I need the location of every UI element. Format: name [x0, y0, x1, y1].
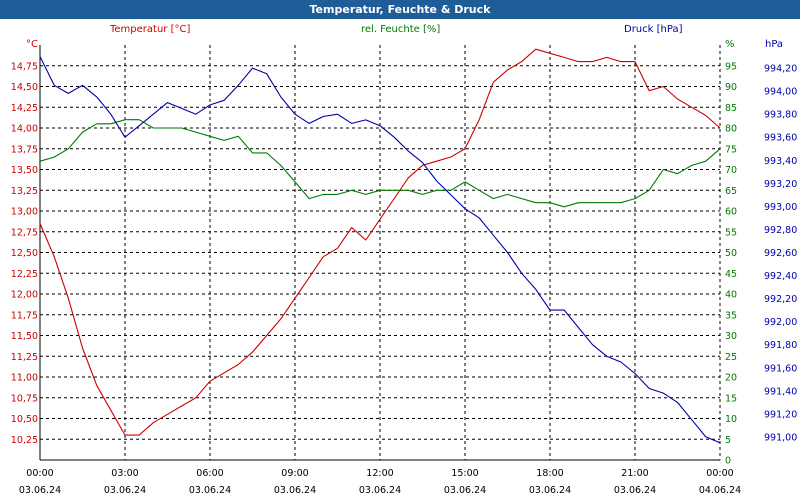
- humidity-tick-label: 60: [725, 207, 737, 218]
- x-tick-time: 00:00: [26, 468, 53, 479]
- humidity-tick-label: 65: [725, 186, 737, 197]
- pressure-tick-label: 994,20: [764, 64, 797, 75]
- pressure-tick-label: 993,60: [764, 133, 797, 144]
- temperature-tick-label: 10,25: [11, 435, 38, 446]
- temperature-tick-label: 10,50: [11, 414, 38, 425]
- pressure-tick-label: 993,40: [764, 156, 797, 167]
- pressure-tick-label: 992,60: [764, 248, 797, 259]
- temperature-tick-label: 11,00: [11, 373, 38, 384]
- x-tick-time: 21:00: [621, 468, 648, 479]
- x-tick-date: 03.06.24: [274, 485, 316, 496]
- humidity-tick-label: 35: [725, 310, 737, 321]
- pressure-tick-label: 991,40: [764, 386, 797, 397]
- humidity-unit-label: %: [725, 39, 735, 50]
- humidity-tick-label: 50: [725, 248, 737, 259]
- pressure-tick-label: 991,00: [764, 432, 797, 443]
- temperature-tick-label: 12,50: [11, 248, 38, 259]
- temperature-tick-label: 11,75: [11, 310, 38, 321]
- pressure-line: [39, 56, 721, 444]
- temperature-tick-label: 12,75: [11, 227, 38, 238]
- pressure-tick-label: 992,00: [764, 317, 797, 328]
- temperature-tick-label: 14,25: [11, 103, 38, 114]
- humidity-tick-label: 95: [725, 61, 737, 72]
- x-tick-date: 03.06.24: [19, 485, 61, 496]
- humidity-tick-label: 70: [725, 165, 737, 176]
- pressure-tick-label: 992,40: [764, 271, 797, 282]
- x-tick-date: 03.06.24: [614, 485, 656, 496]
- temperature-unit-label: °C: [26, 39, 38, 50]
- humidity-series-label: rel. Feuchte [%]: [361, 24, 441, 35]
- x-tick-time: 09:00: [281, 468, 308, 479]
- x-tick-time: 12:00: [366, 468, 393, 479]
- pressure-tick-label: 993,20: [764, 179, 797, 190]
- pressure-tick-label: 992,20: [764, 294, 797, 305]
- temperature-tick-label: 14,00: [11, 124, 38, 135]
- temperature-tick-label: 12,25: [11, 269, 38, 280]
- humidity-tick-label: 80: [725, 124, 737, 135]
- temperature-tick-label: 10,75: [11, 393, 38, 404]
- humidity-tick-label: 25: [725, 352, 737, 363]
- temperature-tick-label: 13,50: [11, 165, 38, 176]
- pressure-tick-label: 994,00: [764, 87, 797, 98]
- pressure-tick-label: 993,00: [764, 202, 797, 213]
- temperature-tick-label: 14,50: [11, 82, 38, 93]
- x-tick-date: 03.06.24: [104, 485, 146, 496]
- temperature-series-label: Temperatur [°C]: [110, 24, 191, 35]
- x-tick-time: 03:00: [111, 468, 138, 479]
- humidity-tick-label: 0: [725, 456, 731, 467]
- pressure-tick-label: 991,20: [764, 409, 797, 420]
- temperature-tick-label: 12,00: [11, 290, 38, 301]
- temperature-tick-label: 11,25: [11, 352, 38, 363]
- x-tick-date: 03.06.24: [444, 485, 486, 496]
- humidity-tick-label: 5: [725, 435, 731, 446]
- pressure-tick-label: 991,80: [764, 340, 797, 351]
- temperature-line: [39, 48, 721, 436]
- humidity-line: [39, 119, 721, 208]
- temperature-tick-label: 13,25: [11, 186, 38, 197]
- window-title: Temperatur, Feuchte & Druck: [0, 0, 800, 19]
- temperature-tick-label: 13,00: [11, 207, 38, 218]
- humidity-tick-label: 30: [725, 331, 737, 342]
- humidity-tick-label: 85: [725, 103, 737, 114]
- humidity-tick-label: 55: [725, 227, 737, 238]
- temperature-tick-label: 14,75: [11, 61, 38, 72]
- x-tick-time: 18:00: [536, 468, 563, 479]
- pressure-tick-label: 992,80: [764, 225, 797, 236]
- humidity-tick-label: 75: [725, 144, 737, 155]
- pressure-unit-label: hPa: [765, 39, 784, 50]
- pressure-tick-label: 991,60: [764, 363, 797, 374]
- humidity-tick-label: 15: [725, 393, 737, 404]
- temperature-tick-label: 13,75: [11, 144, 38, 155]
- humidity-tick-label: 20: [725, 373, 737, 384]
- x-tick-date: 03.06.24: [359, 485, 401, 496]
- temperature-tick-label: 11,50: [11, 331, 38, 342]
- pressure-tick-label: 993,80: [764, 110, 797, 121]
- x-tick-date: 04.06.24: [699, 485, 741, 496]
- x-tick-time: 00:00: [706, 468, 733, 479]
- humidity-tick-label: 90: [725, 82, 737, 93]
- x-tick-time: 15:00: [451, 468, 478, 479]
- x-tick-date: 03.06.24: [529, 485, 571, 496]
- x-tick-time: 06:00: [196, 468, 223, 479]
- humidity-tick-label: 45: [725, 269, 737, 280]
- pressure-series-label: Druck [hPa]: [624, 24, 683, 35]
- x-tick-date: 03.06.24: [189, 485, 231, 496]
- humidity-tick-label: 40: [725, 290, 737, 301]
- humidity-tick-label: 10: [725, 414, 737, 425]
